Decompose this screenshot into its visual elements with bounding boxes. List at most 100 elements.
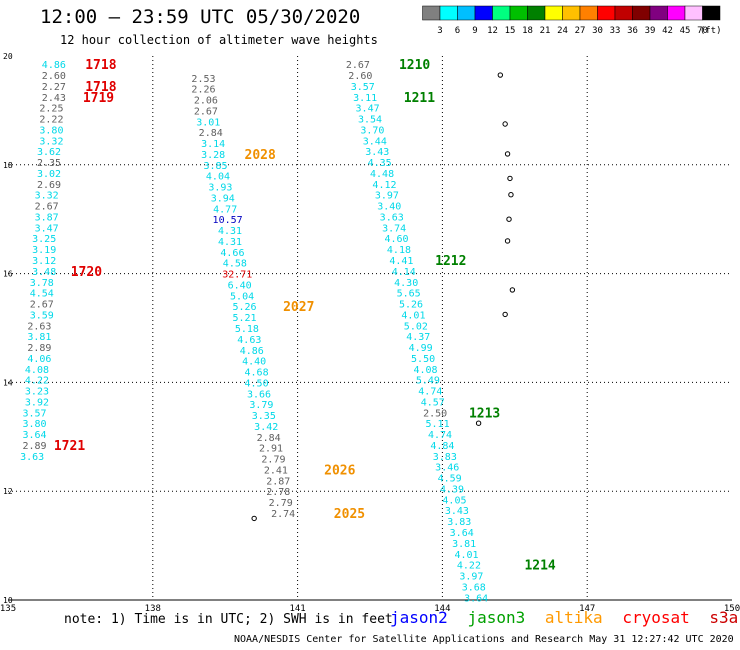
data-point-jason3: 4.01 — [454, 550, 478, 561]
data-point-s3a: 3.47 — [35, 223, 59, 234]
data-point-jason3: 3.83 — [433, 452, 457, 463]
data-point-altika: 2.26 — [191, 85, 215, 96]
data-point-altika: 4.86 — [240, 346, 264, 357]
data-point-altika: 2.67 — [194, 106, 218, 117]
data-point-jason3: 3.68 — [462, 582, 486, 593]
legend-tick-label: 33 — [610, 26, 621, 36]
legend-jason2: jason2 — [390, 608, 448, 627]
legend-tick-label: 18 — [522, 26, 533, 36]
island-outline — [506, 216, 512, 222]
data-point-altika: 4.31 — [218, 237, 242, 248]
legend-tick-label: 9 — [472, 26, 477, 36]
data-point-jason3: 2.50 — [423, 408, 447, 419]
data-point-jason3: 4.99 — [409, 343, 433, 354]
data-point-s3a: 3.12 — [32, 256, 56, 267]
track-pass-label: 1718 — [85, 58, 116, 73]
data-point-jason3: 3.57 — [351, 82, 375, 93]
data-point-s3a: 3.78 — [30, 278, 54, 289]
island-outline — [497, 72, 504, 78]
data-point-s3a: 3.32 — [39, 136, 63, 147]
data-point-jason3: 3.64 — [450, 528, 474, 539]
data-point-s3a: 2.89 — [27, 343, 51, 354]
x-tick-label: 150 — [724, 604, 740, 614]
data-point-s3a: 2.69 — [37, 180, 61, 191]
track-pass-label: 1210 — [399, 58, 430, 73]
data-point-s3a: 3.48 — [32, 267, 56, 278]
track-pass-label: 1719 — [83, 91, 114, 106]
legend-tick-label: 21 — [540, 26, 551, 36]
data-point-jason3: 3.74 — [382, 223, 406, 234]
data-point-altika: 5.26 — [232, 302, 256, 313]
data-point-altika: 2.91 — [259, 444, 283, 455]
satellite-legend: jason2 jason3 altika cryosat s3a — [390, 608, 740, 627]
data-point-jason3: 2.67 — [346, 60, 370, 71]
data-point-jason3: 3.54 — [358, 115, 382, 126]
data-point-altika: 2.79 — [261, 455, 285, 466]
track-pass-label: 1211 — [404, 91, 435, 106]
data-point-altika: 5.21 — [232, 313, 256, 324]
island-outline — [502, 311, 508, 318]
data-point-s3a: 3.23 — [25, 387, 49, 398]
legend-tick-label: 6 — [455, 26, 460, 36]
data-point-s3a: 2.67 — [35, 202, 59, 213]
data-point-s3a: 3.63 — [20, 452, 44, 463]
data-point-jason3: 3.63 — [380, 212, 404, 223]
data-point-jason3: 4.12 — [372, 180, 396, 191]
data-point-s3a: 4.22 — [25, 376, 49, 387]
data-point-jason3: 5.65 — [397, 289, 421, 300]
data-point-altika: 2.53 — [191, 74, 215, 85]
data-point-altika: 3.85 — [203, 161, 227, 172]
legend-tick-label: 36 — [627, 26, 638, 36]
track-pass-label: 1721 — [54, 439, 85, 454]
data-point-jason3: 3.44 — [363, 136, 387, 147]
data-point-s3a: 3.62 — [37, 147, 61, 158]
legend-tick-label: 27 — [575, 26, 586, 36]
track-pass-label: 1720 — [71, 265, 102, 280]
legend-swatch — [702, 5, 721, 21]
x-tick-label: 135 — [0, 604, 16, 614]
data-point-altika: 4.04 — [206, 172, 230, 183]
data-point-altika: 2.87 — [266, 476, 290, 487]
data-point-altika: 2.79 — [269, 498, 293, 509]
data-point-s3a: 2.35 — [37, 158, 61, 169]
data-point-jason3: 3.40 — [377, 202, 401, 213]
island-outline — [475, 420, 482, 426]
island-outline — [504, 151, 511, 157]
data-point-altika: 4.68 — [245, 368, 269, 379]
data-point-jason3: 4.59 — [438, 474, 462, 485]
data-point-jason3: 4.39 — [440, 484, 464, 495]
island-outline — [504, 238, 511, 244]
data-point-s3a: 2.25 — [39, 104, 63, 115]
data-point-jason3: 4.84 — [430, 441, 454, 452]
data-point-jason3: 5.50 — [411, 354, 435, 365]
data-point-altika: 5.04 — [230, 291, 254, 302]
y-tick-label: 10 — [3, 596, 13, 605]
footer-credit: NOAA/NESDIS Center for Satellite Applica… — [234, 634, 734, 645]
data-point-altika: 4.63 — [237, 335, 261, 346]
data-point-jason3: 4.41 — [389, 256, 413, 267]
data-point-s3a: 3.57 — [22, 408, 46, 419]
data-point-altika: 4.77 — [213, 204, 237, 215]
data-point-s3a: 4.54 — [30, 289, 54, 300]
data-point-s3a: 3.32 — [35, 191, 59, 202]
legend-tick-label: 30 — [592, 26, 603, 36]
data-point-s3a: 3.80 — [39, 125, 63, 136]
x-tick-label: 138 — [145, 604, 161, 614]
data-point-s3a: 2.43 — [42, 93, 66, 104]
data-point-jason3: 4.37 — [406, 332, 430, 343]
y-tick-label: 20 — [3, 52, 13, 61]
track-pass-label: 1212 — [435, 254, 466, 269]
legend-tick-label: 15 — [505, 26, 516, 36]
data-point-jason3: 3.81 — [452, 539, 476, 550]
legend-jason3: jason3 — [467, 608, 526, 627]
data-point-jason3: 4.22 — [457, 561, 481, 572]
legend-tick-label: 70 — [697, 26, 708, 36]
data-point-altika: 6.40 — [228, 280, 252, 291]
data-point-jason3: 3.43 — [445, 506, 469, 517]
data-point-s3a: 2.67 — [30, 300, 54, 311]
data-point-jason3: 3.97 — [375, 191, 399, 202]
data-point-jason3: 4.57 — [421, 397, 445, 408]
data-point-altika: 10.57 — [213, 215, 243, 226]
data-point-altika: 4.66 — [220, 248, 244, 259]
